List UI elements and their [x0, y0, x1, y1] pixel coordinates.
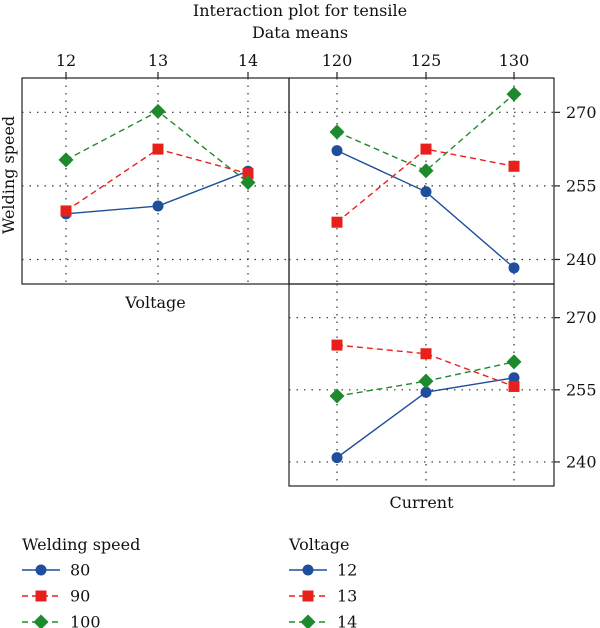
legend-title: Voltage [288, 535, 350, 554]
data-point-90 [420, 143, 432, 155]
legend-label: 100 [70, 613, 101, 628]
x-tick-label: 120 [322, 51, 353, 70]
data-point-90 [331, 216, 343, 228]
series-90 [60, 143, 254, 217]
legend-label: 12 [337, 561, 357, 580]
panel-voltage-by-speed: 12 13 14 Voltage Welding speed [0, 51, 290, 312]
x-tick-label: 125 [411, 51, 442, 70]
legend-marker [35, 564, 47, 576]
panel-current-by-voltage: 240 255 270 Current [288, 283, 597, 512]
legend-marker [302, 564, 314, 576]
y-axis-label: Welding speed [0, 116, 18, 234]
data-point-90 [152, 143, 164, 155]
series-line-13 [336, 344, 515, 388]
data-point-90 [242, 168, 254, 180]
data-point-80 [331, 145, 343, 157]
y-tick-label: 255 [566, 380, 597, 399]
series-13 [331, 339, 520, 392]
data-point-90 [60, 205, 72, 217]
series-line-100 [336, 93, 515, 172]
data-point-12 [420, 386, 432, 398]
legend-label: 14 [337, 613, 357, 628]
data-point-12 [331, 452, 343, 464]
x-tick-label: 12 [56, 51, 76, 70]
series-12 [331, 372, 520, 464]
panel-current-by-speed: 120 125 130 240 255 270 [288, 51, 597, 285]
series-100 [58, 103, 256, 190]
y-tick-label: 240 [566, 452, 597, 471]
data-point-14 [506, 354, 522, 370]
y-tick-label: 270 [566, 308, 597, 327]
data-point-14 [418, 373, 434, 389]
series-14 [329, 354, 522, 404]
data-point-80 [508, 262, 520, 274]
x-axis-label: Voltage [124, 293, 186, 312]
data-point-100 [240, 174, 256, 190]
legend-marker [300, 614, 316, 628]
chart-title: Interaction plot for tensile [193, 1, 407, 20]
data-point-100 [58, 152, 74, 168]
data-point-14 [329, 388, 345, 404]
series-80 [60, 165, 254, 220]
data-point-100 [150, 103, 166, 119]
legend-label: 90 [70, 587, 90, 606]
legend-title: Welding speed [22, 535, 140, 554]
data-point-12 [508, 372, 520, 384]
legend-marker [302, 590, 314, 602]
data-point-80 [152, 200, 164, 212]
legend-label: 13 [337, 587, 357, 606]
legend-marker [33, 614, 49, 628]
data-point-13 [420, 348, 432, 360]
x-tick-label: 13 [148, 51, 168, 70]
data-point-100 [329, 124, 345, 140]
legend-marker [35, 590, 47, 602]
legend-label: 80 [70, 561, 90, 580]
series-90 [331, 143, 520, 228]
data-point-80 [420, 186, 432, 198]
data-point-13 [331, 339, 343, 351]
data-point-13 [508, 380, 520, 392]
y-tick-label: 255 [566, 176, 597, 195]
data-point-90 [508, 160, 520, 172]
panel-frame [288, 283, 555, 487]
legend-0: Welding speed 80 90 100 [22, 535, 140, 628]
series-80 [331, 145, 520, 274]
x-tick-label: 130 [499, 51, 530, 70]
legend-1: Voltage 12 13 14 [288, 535, 357, 628]
data-point-100 [418, 163, 434, 179]
y-tick-label: 240 [566, 250, 597, 269]
chart-subtitle: Data means [252, 23, 348, 42]
data-point-100 [506, 86, 522, 102]
x-axis-label: Current [389, 493, 454, 512]
x-tick-label: 14 [238, 51, 258, 70]
y-tick-label: 270 [566, 103, 597, 122]
series-100 [329, 86, 522, 179]
